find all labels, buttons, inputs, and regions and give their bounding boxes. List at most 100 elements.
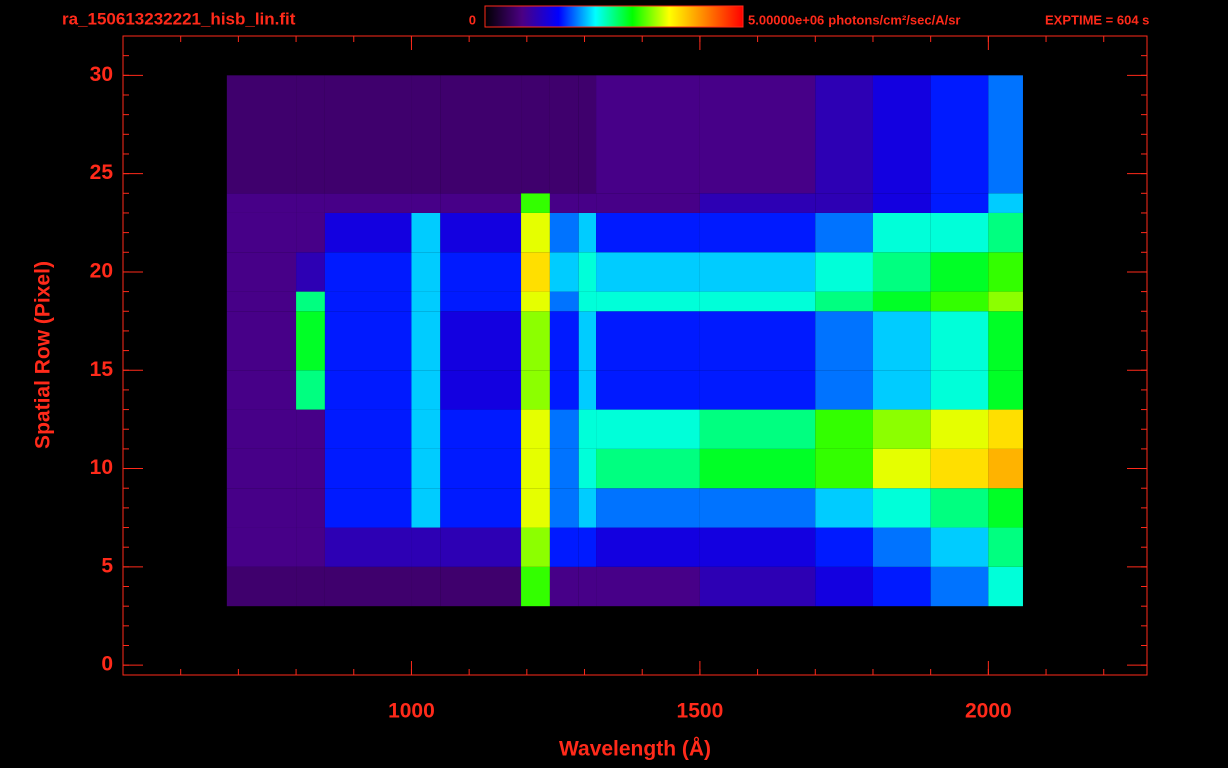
heatmap-cell [226,193,297,213]
heatmap-cell [549,448,579,489]
heatmap-cell [226,291,297,312]
heatmap-cell [440,291,522,312]
heatmap-cell [872,370,931,410]
heatmap-cell [324,448,412,489]
heatmap-cell [521,488,550,528]
heatmap-cell [699,193,816,213]
heatmap-cell [578,212,597,253]
heatmap-cell [324,370,412,410]
heatmap-cell [699,75,816,194]
heatmap-cell [549,527,579,567]
heatmap-cell [578,291,597,312]
heatmap-cell [988,193,1023,213]
heatmap-cell [930,252,989,292]
heatmap-cell [699,527,816,567]
y-tick-label: 25 [90,161,114,184]
heatmap-cell [596,311,700,371]
heatmap-cell [872,527,931,567]
colorbar [484,5,744,28]
heatmap-cell [411,566,441,607]
heatmap-cell [549,212,579,253]
plot-frame [122,35,1148,676]
colorbar-label: photons/cm²/sec/A/sr [828,12,960,27]
heatmap-cell [411,252,441,292]
heatmap-cell [815,527,873,567]
heatmap-cell [226,311,297,371]
heatmap-cell [699,212,816,253]
heatmap-cell [578,370,597,410]
heatmap-cell [930,566,989,607]
heatmap-cell [521,448,550,489]
heatmap-cell [296,566,325,607]
heatmap-cell [815,370,873,410]
heatmap-cell [930,448,989,489]
heatmap-cell [596,370,700,410]
heatmap-cell [930,311,989,371]
y-tick-label: 15 [90,358,114,381]
heatmap-cell [596,488,700,528]
heatmap-cell [815,252,873,292]
chart-title: ra_150613232221_hisb_lin.fit [62,9,296,28]
heatmap-cell [872,212,931,253]
heatmap-cell [226,409,297,449]
heatmap-cell [988,252,1023,292]
heatmap-cell [440,488,522,528]
heatmap-cell [324,252,412,292]
heatmap-cell [440,370,522,410]
heatmap-cell [578,409,597,449]
heatmap-cell [440,311,522,371]
heatmap-cell [988,212,1023,253]
y-tick-label: 5 [101,554,113,577]
heatmap-cell [578,252,597,292]
y-tick-label: 20 [90,259,113,282]
heatmap-cell [699,488,816,528]
heatmap-cell [521,212,550,253]
heatmap-cell [699,409,816,449]
heatmap-cell [296,311,325,371]
heatmap-cell [226,527,297,567]
heatmap-cell [872,566,931,607]
heatmap-cell [549,370,579,410]
heatmap-cell [324,291,412,312]
heatmap-cell [296,291,325,312]
heatmap-cell [440,252,522,292]
heatmap-cell [296,409,325,449]
heatmap-cell [226,252,297,292]
heatmap-cell [988,566,1023,607]
heatmap-cell [930,370,989,410]
heatmap-cell [411,212,441,253]
annotation: EXPTIME = 604 s [1045,12,1149,27]
heatmap-cell [815,311,873,371]
heatmap-cell [226,370,297,410]
heatmap-cell [596,291,700,312]
heatmap-cell [872,252,931,292]
heatmap-cell [296,527,325,567]
heatmap-cell [324,212,412,253]
heatmap-cell [324,409,412,449]
heatmap-cell [521,75,550,194]
heatmap-cell [699,311,816,371]
heatmap-cell [296,75,325,194]
heatmap-cell [815,212,873,253]
heatmap-cell [521,291,550,312]
heatmap-cell [521,193,550,213]
heatmap-cell [578,75,597,194]
heatmap-cell [324,488,412,528]
heatmap-cell [988,527,1023,567]
heatmap-cell [411,448,441,489]
heatmap-cell [815,291,873,312]
heatmap-cell [815,75,873,194]
heatmap-cell [699,252,816,292]
heatmap-cell [596,409,700,449]
heatmap-cell [815,409,873,449]
heatmap-cell [596,566,700,607]
heatmap-cell [699,370,816,410]
heatmap-cell [440,448,522,489]
heatmap-cell [699,291,816,312]
heatmap-cell [578,311,597,371]
heatmap-cell [549,75,579,194]
heatmap-cell [296,370,325,410]
heatmap-cell [930,409,989,449]
heatmap-cell [596,212,700,253]
